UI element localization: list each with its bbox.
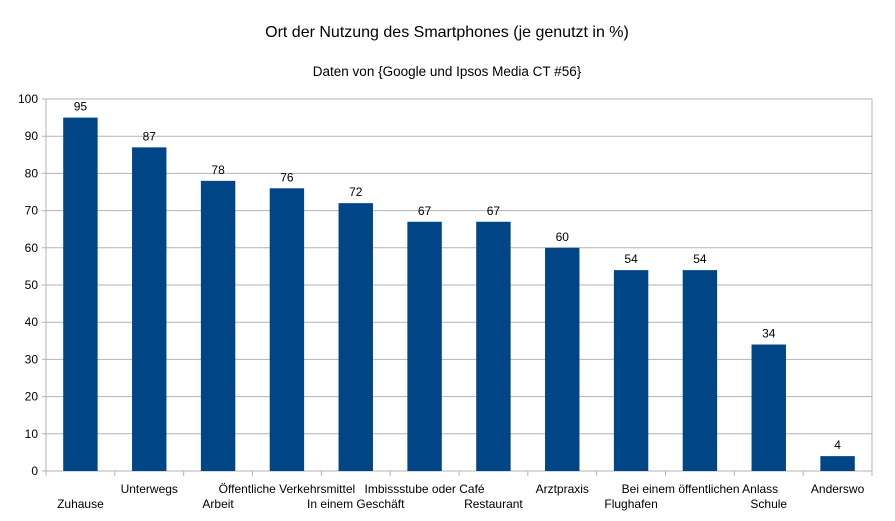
data-label: 78	[211, 163, 225, 177]
bar	[407, 221, 442, 471]
bar	[682, 270, 718, 471]
bar	[613, 270, 649, 471]
category-label: Imbissstube oder Café	[365, 482, 485, 496]
category-label: Schule	[750, 497, 787, 511]
y-tick-label: 70	[25, 204, 39, 218]
chart-subtitle: Daten von {Google und Ipsos Media CT #56…	[313, 64, 582, 79]
bar	[545, 247, 580, 471]
y-tick-label: 40	[25, 315, 39, 329]
data-label: 34	[762, 327, 776, 341]
data-label: 4	[834, 438, 841, 452]
category-label: Anderswo	[811, 482, 865, 496]
bar	[820, 456, 855, 471]
data-labels: 95 87 78 76 72 67 67 60 54 54 34 4	[74, 100, 842, 453]
bar	[751, 344, 786, 471]
bar	[200, 180, 236, 471]
axes	[45, 99, 873, 476]
data-label: 87	[143, 129, 157, 143]
bar	[269, 188, 305, 471]
data-label: 95	[74, 100, 88, 114]
category-label: Öffentliche Verkehrsmittel	[219, 482, 356, 496]
y-tick-label: 20	[25, 390, 39, 404]
category-label: Zuhause	[57, 497, 104, 511]
bar	[132, 147, 167, 472]
data-label: 54	[693, 252, 707, 266]
chart-title: Ort der Nutzung des Smartphones (je genu…	[265, 24, 629, 41]
category-label: Arbeit	[202, 497, 234, 511]
y-axis-tick-labels: 0 10 20 30 40 50 60 70 80 90 100	[18, 92, 38, 478]
category-label: Flughafen	[604, 497, 657, 511]
category-label: Unterwegs	[121, 482, 178, 496]
category-label: In einem Geschäft	[307, 497, 405, 511]
y-tick-label: 90	[25, 129, 39, 143]
category-label: Arztpraxis	[536, 482, 589, 496]
y-tick-label: 10	[25, 427, 39, 441]
data-label: 67	[487, 204, 501, 218]
data-label: 60	[556, 230, 570, 244]
y-tick-label: 80	[25, 166, 39, 180]
y-tick-label: 30	[25, 352, 39, 366]
bar	[63, 117, 98, 471]
data-label: 54	[624, 252, 638, 266]
y-tick-label: 50	[25, 278, 39, 292]
gridlines	[42, 98, 872, 472]
data-label: 76	[280, 170, 294, 184]
data-label: 72	[349, 185, 363, 199]
bar	[476, 221, 511, 471]
data-label: 67	[418, 204, 432, 218]
category-label: Restaurant	[464, 497, 523, 511]
bar	[338, 203, 373, 471]
bars	[63, 117, 855, 472]
y-tick-label: 100	[18, 92, 38, 106]
y-tick-label: 60	[25, 241, 39, 255]
y-tick-label: 0	[31, 464, 38, 478]
category-label: Bei einem öffentlichen Anlass	[622, 482, 779, 496]
